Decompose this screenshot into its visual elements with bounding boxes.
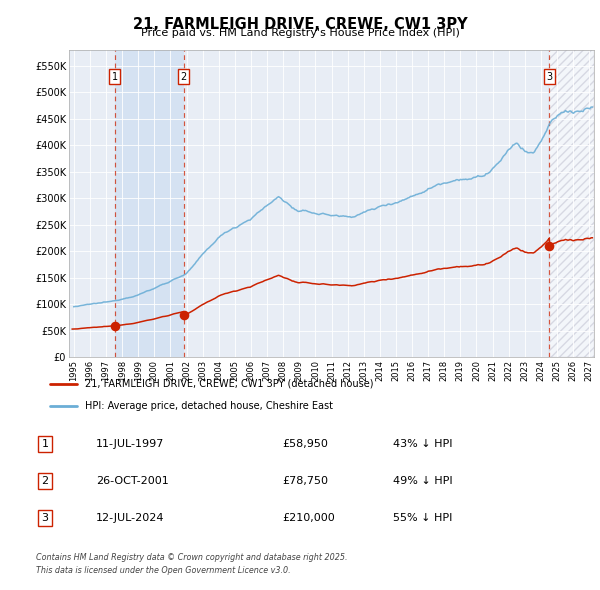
Text: 21, FARMLEIGH DRIVE, CREWE, CW1 3PY: 21, FARMLEIGH DRIVE, CREWE, CW1 3PY — [133, 17, 467, 31]
Text: 43% ↓ HPI: 43% ↓ HPI — [393, 439, 452, 448]
Text: £78,750: £78,750 — [282, 476, 328, 486]
Text: 11-JUL-1997: 11-JUL-1997 — [96, 439, 164, 448]
Text: 3: 3 — [547, 71, 553, 81]
Text: 1: 1 — [112, 71, 118, 81]
Text: HPI: Average price, detached house, Cheshire East: HPI: Average price, detached house, Ches… — [85, 401, 333, 411]
Text: 21, FARMLEIGH DRIVE, CREWE, CW1 3PY (detached house): 21, FARMLEIGH DRIVE, CREWE, CW1 3PY (det… — [85, 379, 373, 389]
Text: 12-JUL-2024: 12-JUL-2024 — [96, 513, 164, 523]
Text: 1: 1 — [41, 439, 49, 448]
Text: 49% ↓ HPI: 49% ↓ HPI — [393, 476, 452, 486]
Text: £58,950: £58,950 — [282, 439, 328, 448]
Bar — [115, 50, 184, 357]
Text: Price paid vs. HM Land Registry's House Price Index (HPI): Price paid vs. HM Land Registry's House … — [140, 28, 460, 38]
Text: 2: 2 — [41, 476, 49, 486]
Text: 3: 3 — [41, 513, 49, 523]
Point — [545, 241, 554, 251]
Bar — [550, 50, 594, 357]
Point — [179, 310, 188, 320]
Text: 55% ↓ HPI: 55% ↓ HPI — [393, 513, 452, 523]
Text: Contains HM Land Registry data © Crown copyright and database right 2025.
This d: Contains HM Land Registry data © Crown c… — [36, 553, 347, 575]
Point — [110, 321, 119, 330]
Text: £210,000: £210,000 — [282, 513, 335, 523]
Text: 2: 2 — [181, 71, 187, 81]
Text: 26-OCT-2001: 26-OCT-2001 — [96, 476, 169, 486]
